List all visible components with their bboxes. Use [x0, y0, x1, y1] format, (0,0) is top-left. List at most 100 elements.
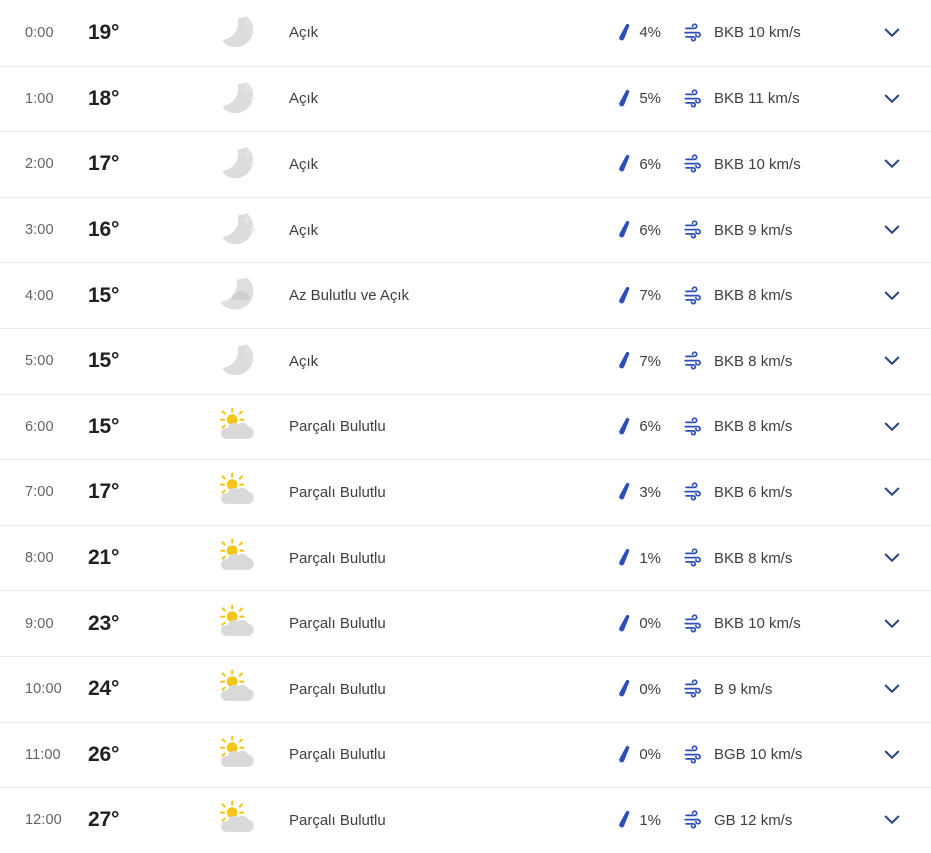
- raindrop-icon: [619, 614, 630, 632]
- chevron-down-icon[interactable]: [880, 808, 904, 832]
- forecast-hour-row[interactable]: 12:00 27° Parçalı Bulutlu 1% GB 12 km/s: [0, 787, 931, 853]
- wind-group: BKB 8 km/s: [673, 351, 853, 371]
- precipitation-group: 5%: [563, 89, 673, 109]
- weather-condition-icon: [210, 666, 268, 712]
- precipitation-value: 0%: [639, 746, 661, 764]
- expand-row-button[interactable]: [853, 612, 931, 636]
- weather-condition-icon: [210, 207, 268, 253]
- weather-condition-icon: [210, 469, 268, 515]
- weather-condition-label: Az Bulutlu ve Açık: [289, 287, 410, 305]
- hour-temperature: 17°: [88, 152, 120, 176]
- precipitation-group: 6%: [563, 220, 673, 240]
- weather-condition-icon: [210, 797, 268, 843]
- wind-icon: [684, 23, 701, 42]
- chevron-down-icon[interactable]: [880, 480, 904, 504]
- hour-temperature: 24°: [88, 677, 120, 701]
- precipitation-group: 3%: [563, 482, 673, 502]
- hour-temperature: 26°: [88, 742, 120, 766]
- forecast-hour-row[interactable]: 4:00 15° Az Bulutlu ve Açık 7% BKB 8 km/s: [0, 262, 931, 328]
- hour-temperature: 16°: [88, 218, 120, 242]
- chevron-down-icon[interactable]: [880, 415, 904, 439]
- chevron-down-icon[interactable]: [880, 284, 904, 308]
- wind-icon: [684, 351, 701, 370]
- wind-icon: [684, 679, 701, 698]
- expand-row-button[interactable]: [853, 743, 931, 767]
- expand-row-button[interactable]: [853, 284, 931, 308]
- forecast-hour-row[interactable]: 7:00 17° Parçalı Bulutlu 3% BKB 6 km/s: [0, 459, 931, 525]
- precipitation-group: 1%: [563, 548, 673, 568]
- wind-icon: [684, 745, 701, 764]
- expand-row-button[interactable]: [853, 218, 931, 242]
- raindrop-icon: [619, 811, 630, 828]
- chevron-down-icon[interactable]: [880, 152, 904, 176]
- chevron-down-icon[interactable]: [880, 677, 904, 701]
- weather-condition-icon: [210, 601, 268, 647]
- weather-condition-label: Açık: [289, 24, 319, 42]
- hour-time: 11:00: [25, 746, 61, 763]
- precipitation-value: 0%: [639, 680, 661, 698]
- weather-condition-icon: [210, 338, 268, 384]
- weather-condition-icon: [210, 535, 268, 581]
- precipitation-value: 6%: [639, 221, 661, 239]
- expand-row-button[interactable]: [853, 808, 931, 832]
- expand-row-button[interactable]: [853, 546, 931, 570]
- weather-condition-icon: [210, 732, 268, 778]
- wind-value: BKB 8 km/s: [714, 287, 793, 305]
- forecast-hour-row[interactable]: 0:00 19° Açık 4% BKB 10 km/s: [0, 0, 931, 66]
- forecast-hour-row[interactable]: 9:00 23° Parçalı Bulutlu 0% BKB 10 km/s: [0, 590, 931, 656]
- chevron-down-icon[interactable]: [880, 218, 904, 242]
- forecast-hour-row[interactable]: 1:00 18° Açık 5% BKB 11 km/s: [0, 65, 931, 132]
- weather-condition-icon: [210, 76, 268, 122]
- precipitation-group: 7%: [563, 286, 673, 306]
- chevron-down-icon[interactable]: [880, 21, 904, 45]
- expand-row-button[interactable]: [853, 21, 931, 45]
- hour-temperature: 21°: [88, 546, 120, 570]
- weather-condition-label: Parçalı Bulutlu: [289, 418, 386, 436]
- raindrop-icon: [619, 680, 630, 697]
- wind-value: B 9 km/s: [714, 680, 773, 698]
- wind-group: BKB 8 km/s: [673, 548, 853, 568]
- wind-group: BKB 10 km/s: [673, 23, 853, 43]
- chevron-down-icon[interactable]: [880, 612, 904, 636]
- forecast-hour-row[interactable]: 10:00 24° Parçalı Bulutlu 0% B 9 km/s: [0, 655, 931, 722]
- precipitation-value: 7%: [639, 287, 661, 305]
- weather-condition-label: Açık: [289, 155, 319, 173]
- hour-time: 12:00: [25, 812, 62, 829]
- raindrop-icon: [619, 417, 630, 435]
- forecast-hour-row[interactable]: 8:00 21° Parçalı Bulutlu 1% BKB 8 km/s: [0, 524, 931, 591]
- chevron-down-icon[interactable]: [880, 546, 904, 570]
- wind-group: BKB 8 km/s: [673, 286, 853, 306]
- chevron-down-icon[interactable]: [880, 349, 904, 373]
- precipitation-group: 6%: [563, 154, 673, 174]
- hour-temperature: 18°: [88, 86, 120, 110]
- precipitation-value: 3%: [639, 483, 661, 501]
- chevron-down-icon[interactable]: [880, 87, 904, 111]
- precipitation-group: 7%: [563, 351, 673, 371]
- hour-time: 7:00: [25, 484, 54, 501]
- precipitation-value: 6%: [639, 418, 661, 436]
- sun-cloud-icon: [220, 735, 254, 767]
- expand-row-button[interactable]: [853, 87, 931, 111]
- weather-condition-icon: [210, 404, 268, 450]
- chevron-down-icon[interactable]: [880, 743, 904, 767]
- expand-row-button[interactable]: [853, 677, 931, 701]
- expand-row-button[interactable]: [853, 152, 931, 176]
- wind-icon: [684, 89, 701, 108]
- forecast-hour-row[interactable]: 2:00 17° Açık 6% BKB 10 km/s: [0, 131, 931, 197]
- forecast-hour-row[interactable]: 5:00 15° Açık 7% BKB 8 km/s: [0, 327, 931, 394]
- wind-group: BKB 8 km/s: [673, 417, 853, 437]
- forecast-hour-row[interactable]: 11:00 26° Parçalı Bulutlu 0% BGB 10 km/s: [0, 721, 931, 788]
- wind-value: BKB 9 km/s: [714, 221, 793, 239]
- wind-value: BKB 10 km/s: [714, 24, 801, 42]
- hour-temperature: 15°: [88, 414, 120, 438]
- weather-condition-label: Açık: [289, 352, 319, 370]
- expand-row-button[interactable]: [853, 349, 931, 373]
- expand-row-button[interactable]: [853, 415, 931, 439]
- expand-row-button[interactable]: [853, 480, 931, 504]
- forecast-hour-row[interactable]: 6:00 15° Parçalı Bulutlu 6% BKB 8 km/s: [0, 393, 931, 460]
- forecast-hour-row[interactable]: 3:00 16° Açık 6% BKB 9 km/s: [0, 196, 931, 263]
- hour-time: 1:00: [25, 90, 54, 107]
- weather-condition-label: Parçalı Bulutlu: [289, 483, 386, 501]
- wind-value: BKB 8 km/s: [714, 549, 793, 567]
